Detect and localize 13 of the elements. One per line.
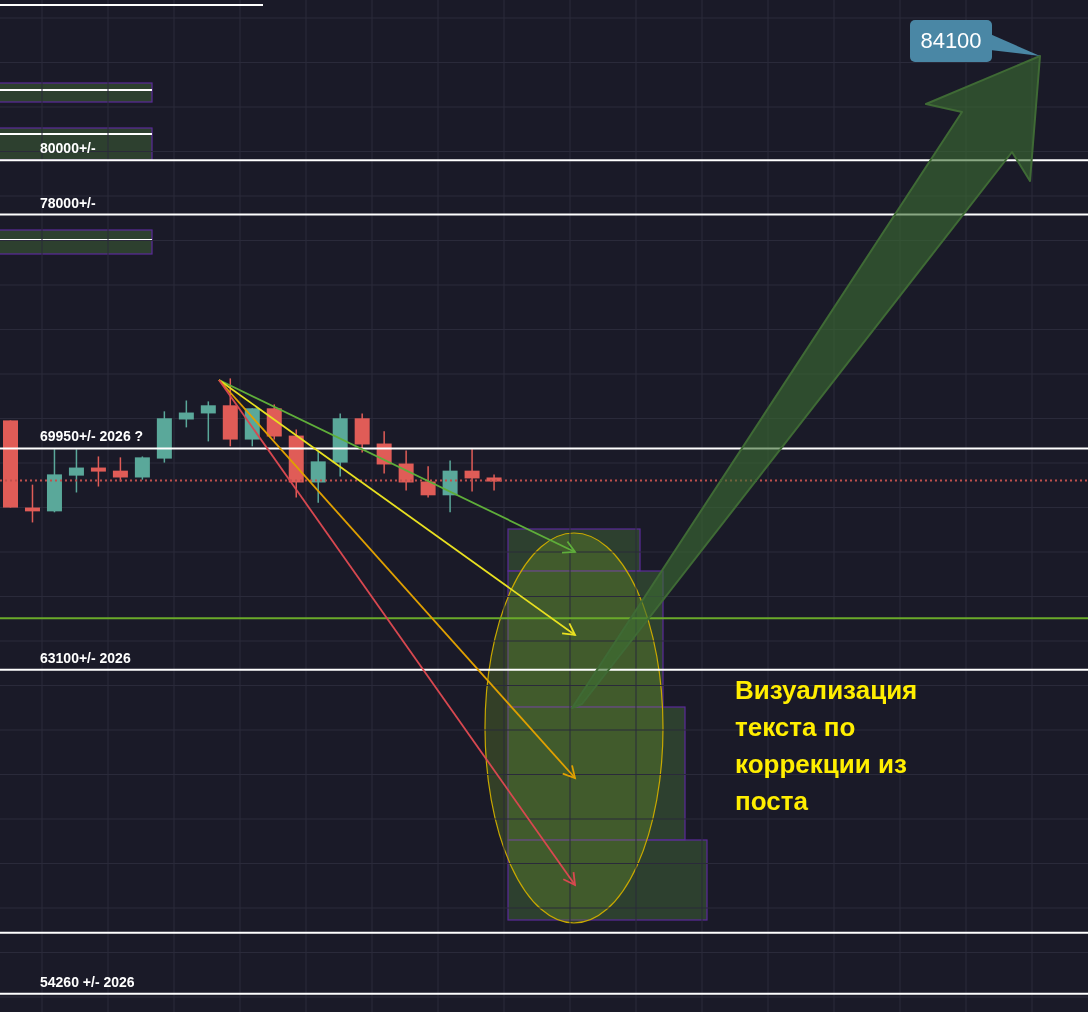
ref-line-label: 54260 +/- 2026 [40,973,135,990]
candlestick [200,400,216,443]
candlestick [464,448,480,493]
ref-line-label: 80000+/- [40,140,96,157]
candlestick [310,450,326,504]
ref-line-label: 69950+/- 2026 ? [40,428,144,445]
candlestick [90,455,106,488]
ref-line-label: 63100+/- 2026 [40,649,131,666]
annotation: 84100 [910,20,992,62]
ref-line-label: 78000+/- [40,194,96,211]
candlestick [68,448,84,494]
candlestick [134,455,150,481]
annotation: Визуализация текста по коррекции из поста [735,674,919,818]
